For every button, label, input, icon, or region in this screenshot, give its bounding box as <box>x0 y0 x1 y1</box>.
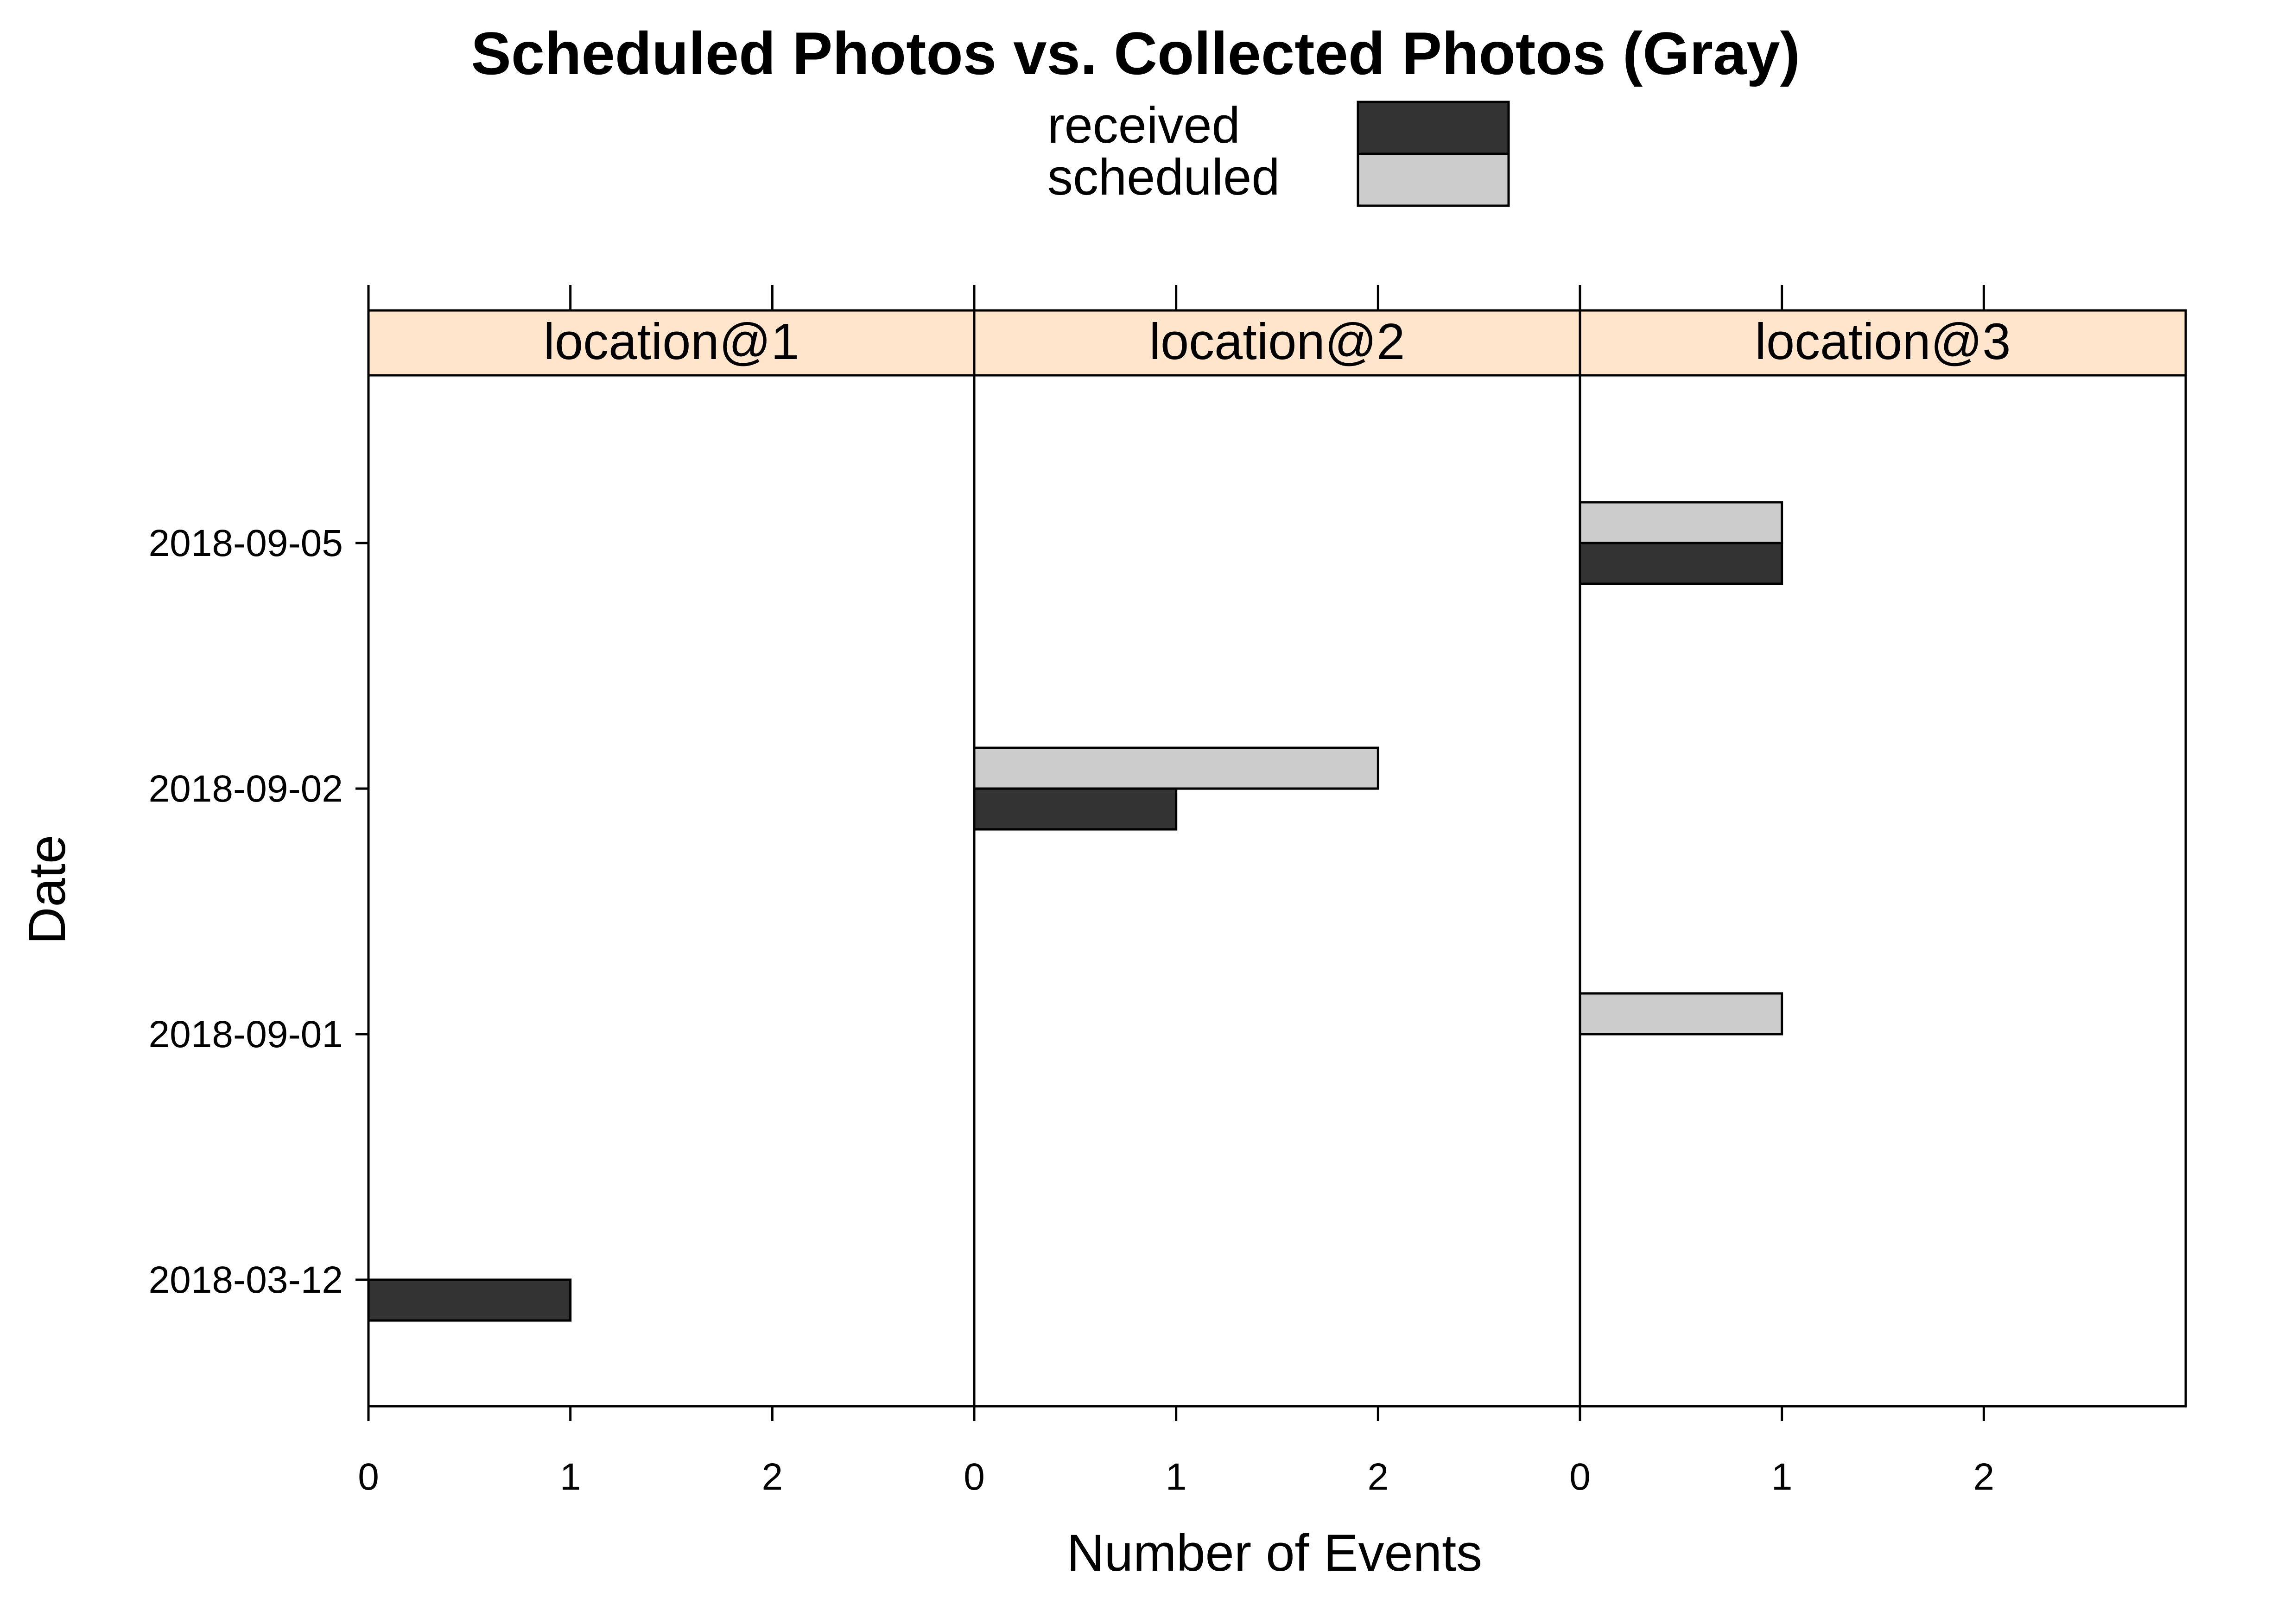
panel-strip-1 <box>367 309 976 377</box>
x-tick-label-1-1: 1 <box>560 1456 581 1498</box>
panel-strip-3 <box>1579 309 2187 377</box>
panel-frame-3 <box>1579 374 2187 1408</box>
bar-location@2-scheduled-2018-09-02 <box>973 746 1379 790</box>
bar-location@1-received-2018-03-12 <box>367 1278 572 1322</box>
bar-location@3-scheduled-2018-09-05 <box>1579 501 1783 544</box>
x-tick-label-1-0: 0 <box>358 1456 379 1498</box>
legend-swatch-scheduled <box>1357 152 1510 207</box>
x-tick-label-1-2: 2 <box>762 1456 783 1498</box>
bar-location@3-received-2018-09-05 <box>1579 542 1783 585</box>
panel-strip-label-2: location@2 <box>1149 313 1405 370</box>
x-axis-label: Number of Events <box>1067 1524 1482 1582</box>
legend-swatch-received <box>1357 101 1510 155</box>
legend-label-scheduled: scheduled <box>1047 149 1280 206</box>
y-tick-label-2018-03-12: 2018-03-12 <box>149 1259 343 1301</box>
panel-strip-2 <box>973 309 1581 377</box>
panel-strip-label-3: location@3 <box>1755 313 2011 370</box>
x-tick-label-2-0: 0 <box>964 1456 985 1498</box>
x-tick-label-3-2: 2 <box>1973 1456 1995 1498</box>
x-tick-label-3-0: 0 <box>1569 1456 1591 1498</box>
y-tick-label-2018-09-05: 2018-09-05 <box>149 522 343 564</box>
x-tick-label-2-2: 2 <box>1368 1456 1389 1498</box>
panel-frame-2 <box>973 374 1581 1408</box>
bar-location@3-scheduled-2018-09-01 <box>1579 992 1783 1036</box>
x-tick-label-2-1: 1 <box>1166 1456 1187 1498</box>
chart-title: Scheduled Photos vs. Collected Photos (G… <box>471 19 1800 87</box>
bar-location@2-received-2018-09-02 <box>973 787 1178 831</box>
panel-strip-label-1: location@1 <box>544 313 799 370</box>
y-tick-label-2018-09-02: 2018-09-02 <box>149 768 343 810</box>
legend-label-received: received <box>1047 97 1240 154</box>
y-axis-label: Date <box>18 835 76 945</box>
plot-area: location@1 location@2 location@3 2018-03-12… <box>149 285 2187 1498</box>
x-tick-label-3-1: 1 <box>1771 1456 1793 1498</box>
panel-frame-1 <box>367 374 976 1408</box>
y-tick-label-2018-09-01: 2018-09-01 <box>149 1013 343 1055</box>
